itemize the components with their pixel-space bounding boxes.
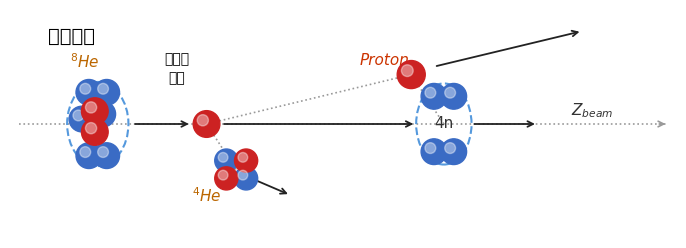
Circle shape <box>82 119 108 145</box>
Text: 양성자
표적: 양성자 표적 <box>165 52 189 85</box>
Circle shape <box>82 98 108 124</box>
Circle shape <box>94 105 104 116</box>
Circle shape <box>425 87 436 98</box>
Circle shape <box>86 102 97 113</box>
Circle shape <box>218 153 228 162</box>
Circle shape <box>235 149 258 172</box>
Circle shape <box>197 115 209 126</box>
Circle shape <box>86 123 97 134</box>
Circle shape <box>397 61 425 89</box>
Circle shape <box>445 87 456 98</box>
Circle shape <box>421 139 447 164</box>
Text: 4n: 4n <box>434 117 453 131</box>
Text: 실험실계: 실험실계 <box>47 27 95 46</box>
Circle shape <box>218 170 228 180</box>
Circle shape <box>441 84 466 109</box>
Circle shape <box>80 83 91 94</box>
Circle shape <box>445 143 456 154</box>
Circle shape <box>76 80 102 105</box>
Text: Proton: Proton <box>359 53 410 68</box>
Circle shape <box>401 65 413 77</box>
Circle shape <box>421 84 447 109</box>
Circle shape <box>80 147 91 157</box>
Circle shape <box>215 167 238 190</box>
Circle shape <box>235 167 258 190</box>
Circle shape <box>94 143 119 168</box>
Circle shape <box>97 147 108 157</box>
Circle shape <box>97 83 108 94</box>
Circle shape <box>76 143 102 168</box>
Text: $Z_{beam}$: $Z_{beam}$ <box>571 101 613 120</box>
Text: $^{8}$He: $^{8}$He <box>70 52 99 71</box>
Circle shape <box>94 80 119 105</box>
Circle shape <box>441 139 466 164</box>
Circle shape <box>193 111 220 137</box>
Circle shape <box>215 149 238 172</box>
Circle shape <box>90 101 115 127</box>
Circle shape <box>69 106 95 132</box>
Circle shape <box>238 153 248 162</box>
Circle shape <box>425 143 436 154</box>
Text: $^{4}$He: $^{4}$He <box>192 186 222 205</box>
Circle shape <box>73 110 84 121</box>
Circle shape <box>238 170 248 180</box>
